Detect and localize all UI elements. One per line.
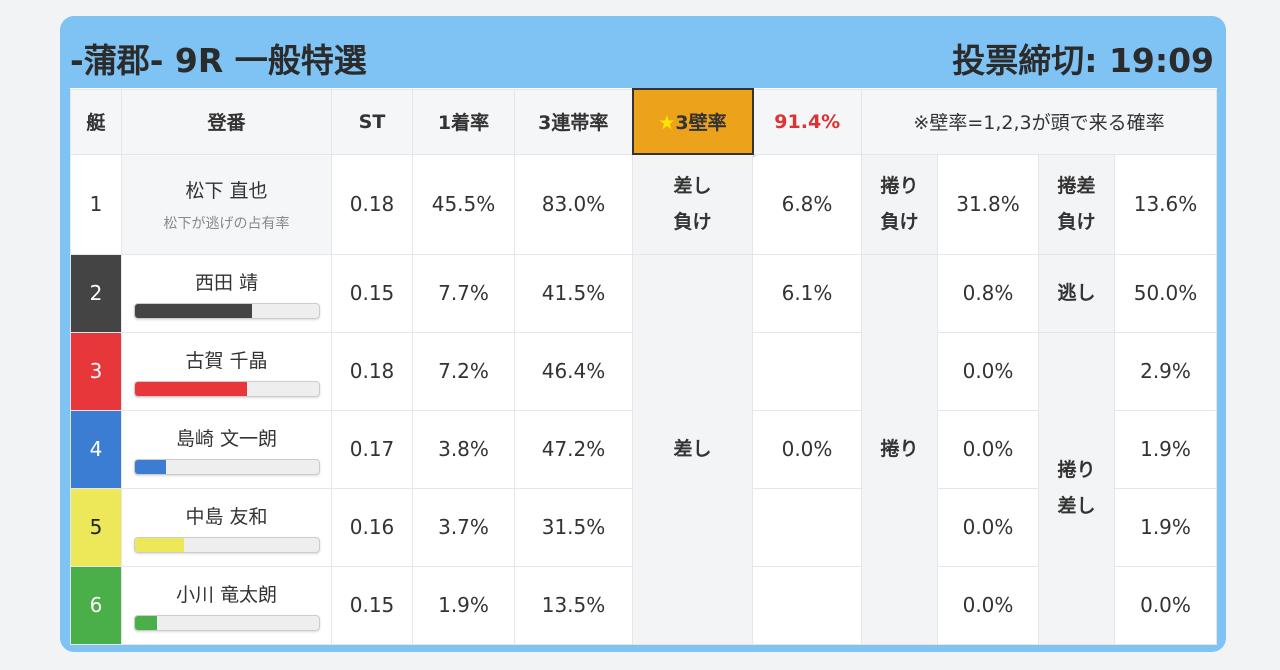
wall-rate-value: 91.4% <box>752 88 862 155</box>
win-rate: 45.5% <box>412 153 515 255</box>
table-row: 4 島崎 文一朗 0.17 3.8% 47.2% 0.0% 0.0% 1.9% <box>70 409 1217 489</box>
top3-rate: 13.5% <box>514 565 633 645</box>
boat-number: 1 <box>70 153 122 255</box>
progress-fill <box>134 615 157 630</box>
label-line: 差し <box>673 175 712 198</box>
header-row: 艇 登番 ST 1着率 3連帯率 ★3壁率 91.4% ※壁率=1,2,3が頭で… <box>70 88 1217 155</box>
pattern-label: 捲差 負け <box>1038 153 1115 255</box>
win-rate: 3.7% <box>412 487 515 567</box>
progress-fill <box>134 303 253 318</box>
label-line: 負け <box>880 211 919 233</box>
pattern-value: 31.8% <box>937 153 1039 255</box>
table-row: 3 古賀 千晶 0.18 7.2% 46.4% 0.0% 捲り 差し 2.9% <box>70 331 1217 645</box>
racer-cell: 古賀 千晶 <box>121 331 332 411</box>
label-line: 負け <box>673 211 712 234</box>
deadline: 投票締切: 19:09 <box>952 41 1214 80</box>
racer-name: 島崎 文一朗 <box>175 427 278 450</box>
pattern-value <box>752 487 862 567</box>
col-top3: 3連帯率 <box>514 88 633 155</box>
racer-cell: 西田 靖 <box>121 253 332 333</box>
boat-number: 4 <box>70 409 122 489</box>
progress-bar <box>133 302 320 319</box>
col-name: 登番 <box>121 88 332 155</box>
label-line: 負け <box>1057 211 1096 233</box>
pattern-label: 差し 負け <box>632 153 753 255</box>
pattern-label-makuri: 捲り <box>861 253 938 645</box>
progress-bar <box>133 536 320 553</box>
pattern-value: 6.1% <box>752 253 862 333</box>
table-row: 5 中島 友和 0.16 3.7% 31.5% 0.0% 1.9% <box>70 487 1217 567</box>
st: 0.15 <box>331 253 413 333</box>
pattern-value: 0.0% <box>937 409 1039 489</box>
table-row: 6 小川 竜太朗 0.15 1.9% 13.5% 0.0% 0.0% <box>70 565 1217 645</box>
race-title: -蒲郡- 9R 一般特選 <box>70 41 367 80</box>
pattern-value: 0.0% <box>937 565 1039 645</box>
win-rate: 7.2% <box>412 331 515 411</box>
pattern-value: 0.0% <box>937 331 1039 411</box>
st: 0.16 <box>331 487 413 567</box>
racer-cell: 島崎 文一朗 <box>121 409 332 489</box>
boat-number: 3 <box>70 331 122 411</box>
pattern-value: 2.9% <box>1114 331 1217 411</box>
top3-rate: 83.0% <box>514 153 633 255</box>
table-row: 1 松下 直也松下が逃げの占有率 0.18 45.5% 83.0% 差し負け 6… <box>70 153 1217 255</box>
pattern-value <box>752 565 862 645</box>
boat-number: 5 <box>70 487 122 567</box>
st: 0.18 <box>331 331 413 411</box>
progress-bar <box>133 380 320 397</box>
racer-name: 中島 友和 <box>185 505 268 528</box>
pattern-label-makurizashi: 捲り 差し <box>1038 331 1115 645</box>
racer-cell: 小川 竜太朗 <box>121 565 332 645</box>
label-line: 捲り <box>880 175 919 197</box>
pattern-value: 1.9% <box>1114 487 1217 567</box>
wall-rate-label: ★3壁率 <box>631 88 754 155</box>
st: 0.18 <box>331 153 413 255</box>
table-row: 2 西田 靖 0.15 7.7% 41.5% 差し 6.1% 捲り 0.8% 逃し 50.0… <box>70 253 1217 645</box>
pattern-value: 0.0% <box>752 409 862 489</box>
top3-rate: 47.2% <box>514 409 633 489</box>
pattern-label-nige: 逃し <box>1038 253 1115 333</box>
pattern-value: 1.9% <box>1114 409 1217 489</box>
col-st: ST <box>331 88 413 155</box>
win-rate: 7.7% <box>412 253 515 333</box>
st: 0.15 <box>331 565 413 645</box>
racer-name: 古賀 千晶 <box>185 349 268 372</box>
racer-name: 松下 直也 <box>185 179 268 202</box>
label-line: 捲差 <box>1057 175 1096 197</box>
st: 0.17 <box>331 409 413 489</box>
top3-rate: 31.5% <box>514 487 633 567</box>
progress-bar <box>133 458 320 475</box>
racer-cell: 中島 友和 <box>121 487 332 567</box>
boat-number: 2 <box>70 253 122 333</box>
racer-cell: 松下 直也松下が逃げの占有率 <box>121 153 332 255</box>
win-rate: 1.9% <box>412 565 515 645</box>
progress-fill <box>134 459 166 474</box>
pattern-value: 0.8% <box>937 253 1039 333</box>
label-line: 捲り <box>1057 459 1096 481</box>
col-win: 1着率 <box>412 88 515 155</box>
progress-fill <box>134 537 185 552</box>
pattern-value: 6.8% <box>752 153 862 255</box>
label-line: 差し <box>1057 495 1096 517</box>
boat-number: 6 <box>70 565 122 645</box>
racer-sub: 松下が逃げの占有率 <box>163 215 290 232</box>
col-boat: 艇 <box>70 88 122 155</box>
pattern-value: 13.6% <box>1114 153 1217 255</box>
pattern-value <box>752 331 862 411</box>
win-rate: 3.8% <box>412 409 515 489</box>
racer-name: 小川 竜太朗 <box>175 583 278 606</box>
pattern-value: 50.0% <box>1114 253 1217 333</box>
pattern-label: 捲り 負け <box>861 153 938 255</box>
pattern-value: 0.0% <box>1114 565 1217 645</box>
progress-bar <box>133 614 320 631</box>
race-table: 艇 登番 ST 1着率 3連帯率 ★3壁率 91.4% ※壁率=1,2,3が頭で… <box>70 88 1217 645</box>
progress-fill <box>134 381 247 396</box>
pattern-label-sashi: 差し <box>632 253 753 645</box>
pattern-value: 0.0% <box>937 487 1039 567</box>
top3-rate: 41.5% <box>514 253 633 333</box>
top3-rate: 46.4% <box>514 331 633 411</box>
wall-rate-note: ※壁率=1,2,3が頭で来る確率 <box>861 88 1217 155</box>
racer-name: 西田 靖 <box>194 271 259 294</box>
